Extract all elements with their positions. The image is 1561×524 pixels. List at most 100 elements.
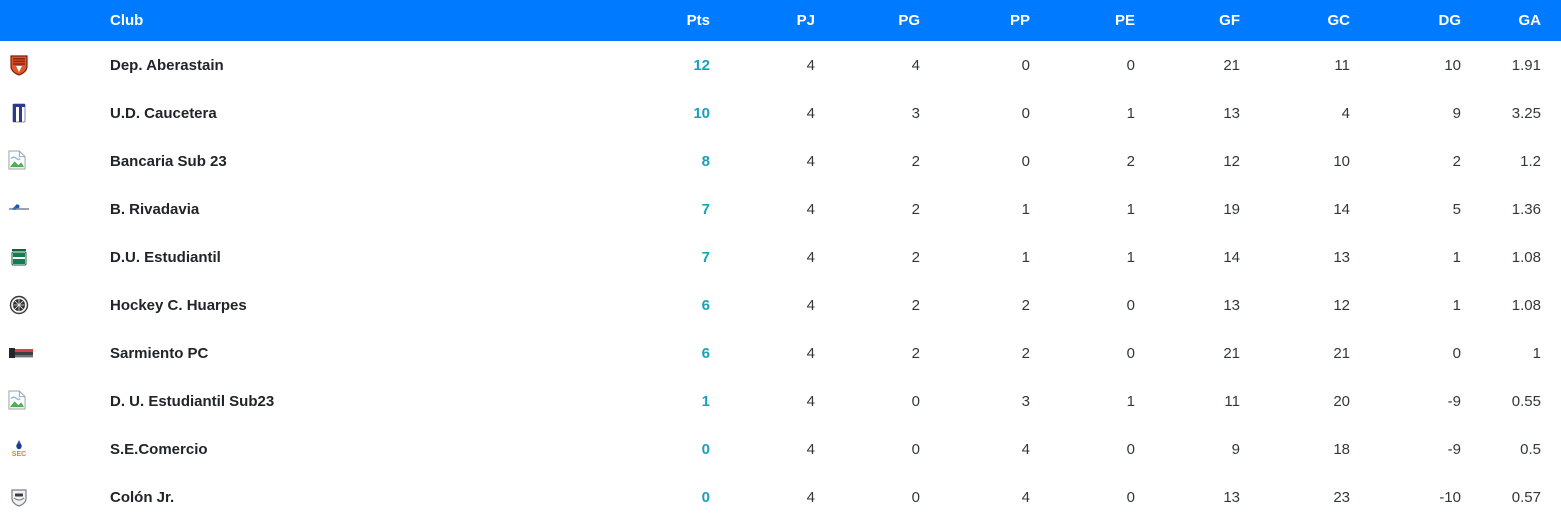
table-row[interactable]: SEC S.E.Comercio 0 4 0 4 0 9 18 -9 0.5 [0,425,1561,473]
crest-se-comercio: SEC [8,438,30,460]
table-row[interactable]: Bancaria Sub 23 8 4 2 0 2 12 10 2 1.2 [0,137,1561,185]
club-name[interactable]: S.E.Comercio [110,440,208,458]
table-row[interactable]: Dep. Aberastain 12 4 4 0 0 21 11 10 1.91 [0,41,1561,89]
column-header-pe[interactable]: PE [1114,12,1135,29]
cell-pe: 1 [1126,392,1135,410]
club-logo-cell [0,233,110,281]
cell-pts: 1 [701,392,710,410]
table-row[interactable]: D.U. Estudiantil 7 4 2 1 1 14 13 1 1.08 [0,233,1561,281]
cell-pts: 7 [701,248,710,266]
cell-pp: 1 [1021,200,1030,218]
cell-gc: 12 [1333,296,1350,314]
cell-dg: 2 [1452,152,1461,170]
club-name[interactable]: Sarmiento PC [110,344,209,362]
cell-pe: 1 [1126,248,1135,266]
column-header-ga[interactable]: GA [1518,12,1542,29]
cell-pe: 0 [1126,488,1135,506]
club-name[interactable]: Hockey C. Huarpes [110,296,247,314]
column-header-pp[interactable]: PP [1009,12,1030,29]
cell-dg: -10 [1439,488,1461,506]
club-name[interactable]: U.D. Caucetera [110,104,217,122]
cell-pj: 4 [806,56,815,74]
cell-gf: 11 [1224,392,1240,410]
cell-pg: 2 [911,296,920,314]
table-row[interactable]: B. Rivadavia 7 4 2 1 1 19 14 5 1.36 [0,185,1561,233]
cell-dg: 9 [1452,104,1461,122]
table-row[interactable]: Colón Jr. 0 4 0 4 0 13 23 -10 0.57 [0,473,1561,521]
cell-pe: 0 [1126,296,1135,314]
cell-pts: 8 [701,152,710,170]
cell-pg: 4 [911,56,920,74]
cell-dg: 1 [1452,296,1461,314]
club-logo-cell [0,329,110,377]
cell-pts: 10 [693,104,710,122]
table-row[interactable]: U.D. Caucetera 10 4 3 0 1 13 4 9 3.25 [0,89,1561,137]
club-logo-cell [0,137,110,185]
cell-gc: 13 [1333,248,1350,266]
header-row: Club Pts PJ PG PP PE GF GC DG GA [0,0,1561,41]
cell-pts: 0 [701,488,710,506]
club-name[interactable]: B. Rivadavia [110,200,200,218]
cell-gc: 10 [1333,152,1350,170]
crest-du-estudiantil [8,246,30,268]
table-row[interactable]: D. U. Estudiantil Sub23 1 4 0 3 1 11 20 -9 0.55 [0,377,1561,425]
cell-gf: 21 [1223,56,1240,74]
table-body: Dep. Aberastain 12 4 4 0 0 21 11 10 1.91 U.D. Cauc… [0,41,1561,521]
column-header-pj[interactable]: PJ [796,12,815,29]
cell-gc: 14 [1333,200,1350,218]
crest-dep-aberastain [8,54,30,76]
column-header-pg[interactable]: PG [898,12,920,29]
column-header-club[interactable]: Club [110,12,144,29]
column-header-gf[interactable]: GF [1219,12,1240,29]
column-header-gc[interactable]: GC [1327,12,1351,29]
club-logo-cell [0,89,110,137]
cell-pts: 6 [701,296,710,314]
cell-pe: 2 [1126,152,1135,170]
cell-pp: 0 [1021,104,1030,122]
cell-pp: 2 [1021,296,1030,314]
cell-pp: 0 [1021,152,1030,170]
club-name[interactable]: D. U. Estudiantil Sub23 [110,392,275,410]
club-name[interactable]: Colón Jr. [110,488,175,506]
column-header-dg[interactable]: DG [1438,12,1462,29]
cell-ga: 0.57 [1511,488,1541,506]
cell-pts: 0 [701,440,710,458]
club-logo-cell [0,41,110,89]
cell-ga: 1.2 [1520,152,1541,170]
cell-pj: 4 [806,440,815,458]
cell-gc: 20 [1333,392,1350,410]
cell-pe: 0 [1126,56,1135,74]
table-row[interactable]: Sarmiento PC 6 4 2 2 0 21 21 0 1 [0,329,1561,377]
crest-ud-caucetera [8,102,30,124]
table-header: Club Pts PJ PG PP PE GF GC DG GA [0,0,1561,41]
club-logo-cell [0,281,110,329]
cell-gf: 13 [1223,104,1240,122]
cell-pg: 0 [911,440,920,458]
cell-gc: 4 [1341,104,1350,122]
cell-pg: 0 [911,488,920,506]
cell-ga: 1.08 [1511,248,1541,266]
cell-dg: -9 [1447,392,1461,410]
cell-gf: 12 [1223,152,1240,170]
column-header-logo[interactable] [0,0,110,41]
club-logo-cell: SEC [0,425,110,473]
club-logo-cell [0,377,110,425]
table-row[interactable]: Hockey C. Huarpes 6 4 2 2 0 13 12 1 1.08 [0,281,1561,329]
crest-hockey-c-huarpes [8,294,30,316]
club-name[interactable]: Bancaria Sub 23 [110,152,227,170]
cell-dg: 0 [1452,344,1461,362]
cell-gc: 23 [1333,488,1350,506]
cell-pj: 4 [806,152,815,170]
cell-pp: 3 [1021,392,1030,410]
cell-pj: 4 [806,104,815,122]
cell-pj: 4 [806,392,815,410]
club-name[interactable]: Dep. Aberastain [110,56,224,74]
column-header-pts[interactable]: Pts [686,12,710,29]
cell-pp: 1 [1021,248,1030,266]
cell-gc: 21 [1333,344,1350,362]
cell-pts: 12 [693,56,710,74]
club-name[interactable]: D.U. Estudiantil [110,248,221,266]
cell-pg: 2 [911,248,920,266]
cell-ga: 3.25 [1511,104,1541,122]
